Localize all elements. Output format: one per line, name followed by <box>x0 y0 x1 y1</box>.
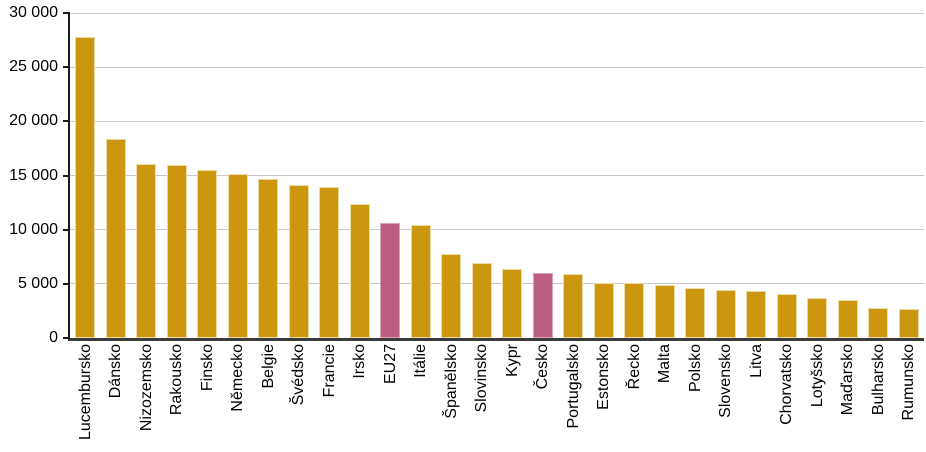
gridline <box>70 66 924 68</box>
bar <box>898 308 919 338</box>
y-axis-tick-label: 25 000 <box>9 58 58 76</box>
y-axis-tick-label: 5 000 <box>17 274 58 292</box>
x-axis-label: Rumunsko <box>900 344 918 421</box>
y-axis-tick-label: 0 <box>49 329 58 346</box>
x-axis-label: Lucembursko <box>76 344 94 441</box>
gridline <box>70 120 924 122</box>
x-axis-label: Chorvatsko <box>778 344 796 425</box>
y-axis-tick <box>63 12 70 14</box>
y-axis-tick <box>63 66 70 69</box>
x-axis-label: Dánsko <box>107 344 125 399</box>
bar <box>319 187 340 338</box>
x-axis-label: EU27 <box>381 344 399 385</box>
y-axis-tick-label: 15 000 <box>9 166 58 184</box>
y-axis-tick-label: 20 000 <box>9 112 58 130</box>
x-axis-label: Rakousko <box>168 344 186 416</box>
y-axis-tick <box>63 174 70 177</box>
x-axis-label: Kypr <box>503 344 521 377</box>
x-axis-label: Irsko <box>351 344 369 379</box>
y-axis-line <box>68 13 70 341</box>
bar <box>776 293 797 338</box>
bar <box>105 138 126 338</box>
bar <box>166 164 187 338</box>
y-axis-tick <box>63 228 70 231</box>
y-axis-tick-label: 30 000 <box>9 4 58 21</box>
gridline <box>70 283 924 285</box>
x-axis-line <box>68 338 924 341</box>
x-axis-label: Portugalsko <box>564 344 582 429</box>
y-axis-tick-label: 10 000 <box>9 220 58 238</box>
x-axis-label: Německo <box>229 344 247 412</box>
bar <box>441 253 462 338</box>
bar <box>502 268 523 338</box>
bar <box>685 288 706 338</box>
x-axis-label: Slovensko <box>717 344 735 418</box>
y-axis-tick <box>63 282 70 285</box>
bar <box>380 223 401 338</box>
bar <box>197 170 218 338</box>
x-axis-label: Polsko <box>686 344 704 393</box>
bar <box>227 174 248 338</box>
bar <box>75 36 96 338</box>
bar <box>471 263 492 338</box>
x-axis-label: Malta <box>656 344 674 384</box>
x-axis-label: Švédsko <box>290 344 308 406</box>
x-axis-label: Francie <box>320 344 338 398</box>
bar <box>136 163 157 338</box>
bar <box>624 282 645 338</box>
bar <box>807 297 828 338</box>
x-axis-label: Belgie <box>259 344 277 389</box>
x-axis-label: Finsko <box>198 344 216 392</box>
bar <box>654 284 675 338</box>
bar <box>837 300 858 338</box>
x-axis-label: Lotyšsko <box>808 344 826 408</box>
gridline <box>70 12 924 14</box>
gridline <box>70 229 924 231</box>
x-axis-label: Řecko <box>625 344 643 390</box>
gridline <box>70 175 924 176</box>
bar <box>868 307 889 338</box>
bar <box>593 282 614 338</box>
bar <box>258 178 279 338</box>
bar <box>715 290 736 338</box>
bar <box>288 185 309 338</box>
x-axis-label: Česko <box>534 344 552 390</box>
x-axis-label: Estonsko <box>595 344 613 410</box>
bar <box>410 225 431 338</box>
bar <box>532 273 553 338</box>
bar <box>563 274 584 338</box>
bar <box>746 291 767 338</box>
x-axis-label: Litva <box>747 344 765 378</box>
x-axis-label: Španělsko <box>442 344 460 419</box>
y-axis-tick <box>63 337 70 339</box>
x-axis-label: Bulharsko <box>869 344 887 416</box>
bar <box>349 203 370 338</box>
x-axis-label: Slovinsko <box>473 344 491 413</box>
x-axis-label: Nizozemsko <box>137 344 155 432</box>
y-axis-tick <box>63 120 70 123</box>
x-axis-label: Maďarsko <box>839 344 857 416</box>
x-axis-label: Itálie <box>412 344 430 378</box>
